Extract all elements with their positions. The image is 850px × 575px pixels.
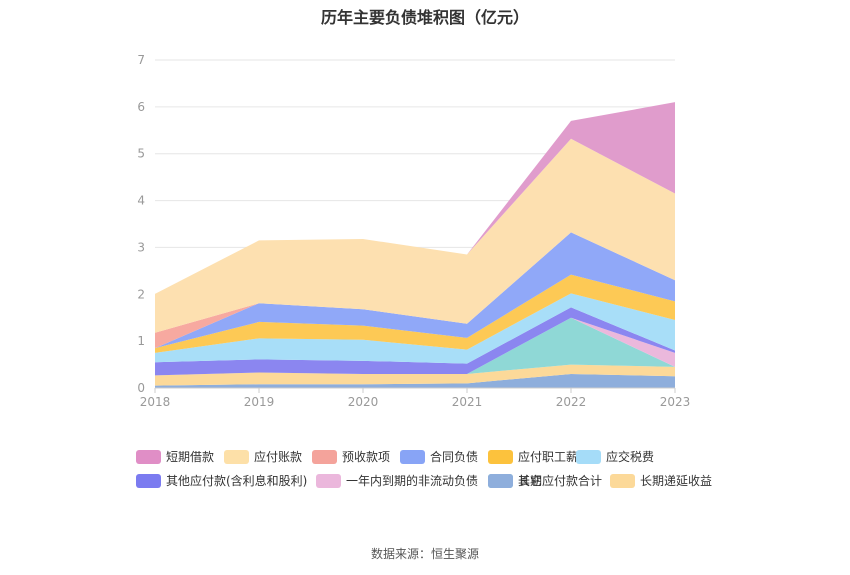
legend-item[interactable]: 长期递延收益: [610, 472, 712, 489]
legend-swatch: [136, 449, 161, 464]
legend-swatch: [576, 449, 601, 464]
y-tick-label: 1: [137, 334, 145, 348]
y-tick-label: 2: [137, 287, 145, 301]
legend-label: 预收款项: [342, 450, 391, 464]
x-tick-label: 2021: [452, 395, 483, 409]
y-tick-label: 4: [137, 194, 145, 208]
legend-swatch: [610, 473, 635, 488]
area-应付职工薪酬: [155, 274, 675, 353]
area-其它: [155, 373, 675, 388]
area-长期递延收益: [155, 364, 675, 386]
legend-swatch: [312, 449, 337, 464]
legend-item[interactable]: 一年内到期的非流动负债: [316, 472, 478, 489]
y-tick-label: 5: [137, 147, 145, 161]
legend-swatch: [224, 449, 249, 464]
area-合同负债: [155, 232, 675, 349]
area-应交税费: [155, 293, 675, 364]
legend-item[interactable]: 短期借款: [136, 448, 214, 465]
legend-label: 应交税费: [606, 450, 655, 464]
x-tick-label: 2022: [556, 395, 587, 409]
stacked-area-chart: 0 1 2 3 4 5 6 7 2018 2019 2020 2021 2022 2023: [137, 53, 691, 409]
chart-title: 历年主要负债堆积图（亿元）: [320, 8, 529, 27]
legend-label: 合同负债: [430, 450, 479, 464]
legend-item[interactable]: 其它: [488, 472, 542, 489]
legend-item[interactable]: 预收款项: [312, 448, 390, 465]
legend-item[interactable]: 合同负债: [400, 448, 478, 465]
legend-label: 短期借款: [166, 450, 215, 464]
x-tick-label: 2018: [140, 395, 171, 409]
x-tick-label: 2023: [660, 395, 691, 409]
legend-swatch: [488, 449, 513, 464]
area-长期应付款合计: [155, 317, 675, 376]
data-source: 数据来源：恒生聚源: [370, 547, 479, 561]
legend-swatch: [488, 473, 513, 488]
legend-label: 应付账款: [254, 450, 303, 464]
legend-item[interactable]: 其他应付款(含利息和股利): [136, 472, 307, 489]
legend-label: 其他应付款(含利息和股利): [166, 474, 308, 488]
y-tick-label: 0: [137, 381, 145, 395]
x-tick-label: 2020: [348, 395, 379, 409]
legend-item[interactable]: 应交税费: [576, 448, 654, 465]
legend-label: 长期递延收益: [640, 474, 713, 488]
legend-label: 其它: [518, 474, 543, 488]
legend-swatch: [316, 473, 341, 488]
area-应付账款: [155, 138, 675, 333]
area-其他应付款(含利息和股利): [155, 307, 675, 376]
legend-label: 一年内到期的非流动负债: [346, 474, 479, 488]
y-tick-label: 7: [137, 53, 145, 67]
legend-label: 应付职工薪酬: [518, 450, 591, 464]
legend-swatch: [136, 473, 161, 488]
legend-label: 长期应付款合计: [518, 474, 603, 488]
area-短期借款: [155, 102, 675, 294]
x-tick-label: 2019: [244, 395, 275, 409]
legend-item[interactable]: 应付职工薪酬: [488, 448, 590, 465]
y-tick-label: 6: [137, 100, 145, 114]
y-tick-label: 3: [137, 240, 145, 254]
legend-swatch: [400, 449, 425, 464]
legend-item[interactable]: 应付账款: [224, 448, 302, 465]
